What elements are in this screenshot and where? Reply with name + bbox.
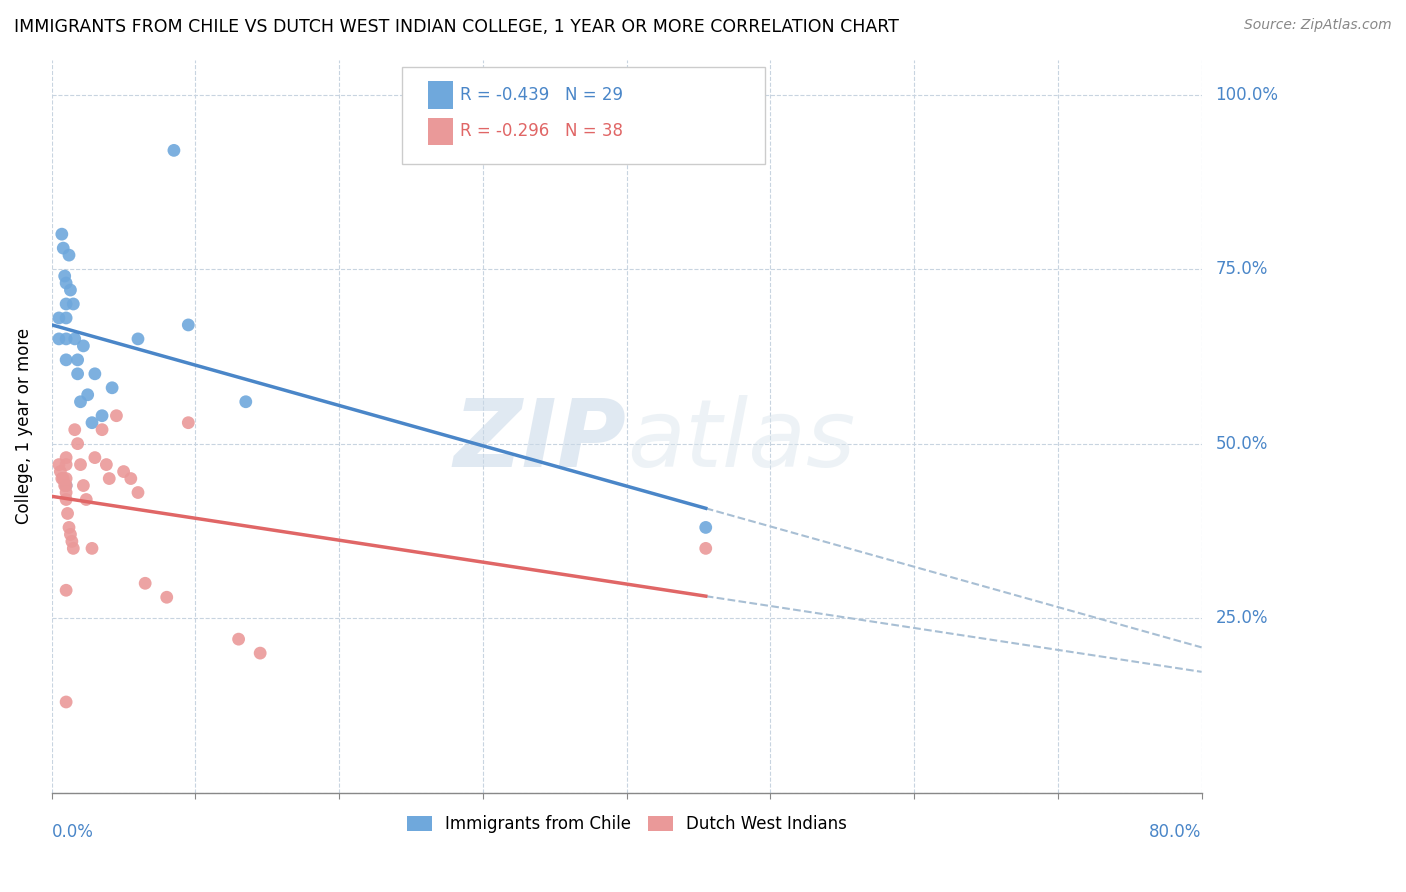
FancyBboxPatch shape: [427, 81, 453, 109]
Point: [120, 471, 142, 485]
Point: [69, 394, 91, 409]
Point: [55, 478, 77, 492]
Text: ZIP: ZIP: [454, 395, 627, 487]
Point: [48, 332, 70, 346]
Point: [55, 332, 77, 346]
Point: [55, 478, 77, 492]
FancyBboxPatch shape: [427, 118, 453, 145]
FancyBboxPatch shape: [402, 67, 765, 164]
Point: [62, 297, 84, 311]
Point: [55, 297, 77, 311]
Text: 0.0%: 0.0%: [52, 823, 94, 841]
Text: 50.0%: 50.0%: [1216, 434, 1268, 452]
Point: [53, 478, 76, 492]
Point: [80, 416, 103, 430]
Point: [55, 695, 77, 709]
Point: [55, 485, 77, 500]
Point: [53, 268, 76, 283]
Point: [49, 465, 72, 479]
Point: [59, 527, 82, 541]
Point: [69, 458, 91, 472]
Text: 100.0%: 100.0%: [1216, 86, 1278, 103]
Point: [48, 458, 70, 472]
Point: [66, 352, 89, 367]
Point: [76, 388, 98, 402]
Point: [127, 332, 149, 346]
Point: [72, 478, 94, 492]
Point: [62, 541, 84, 556]
Point: [48, 310, 70, 325]
Point: [55, 450, 77, 465]
Point: [58, 248, 80, 262]
Point: [235, 394, 257, 409]
Point: [63, 332, 86, 346]
Legend: Immigrants from Chile, Dutch West Indians: Immigrants from Chile, Dutch West Indian…: [399, 808, 853, 839]
Point: [80, 541, 103, 556]
Point: [72, 339, 94, 353]
Point: [105, 409, 128, 423]
Text: 75.0%: 75.0%: [1216, 260, 1268, 278]
Text: 80.0%: 80.0%: [1149, 823, 1202, 841]
Point: [75, 492, 97, 507]
Point: [55, 352, 77, 367]
Point: [83, 367, 105, 381]
Text: Source: ZipAtlas.com: Source: ZipAtlas.com: [1244, 18, 1392, 32]
Point: [55, 471, 77, 485]
Point: [52, 241, 75, 255]
Text: IMMIGRANTS FROM CHILE VS DUTCH WEST INDIAN COLLEGE, 1 YEAR OR MORE CORRELATION C: IMMIGRANTS FROM CHILE VS DUTCH WEST INDI…: [14, 18, 898, 36]
Point: [156, 591, 179, 605]
Text: atlas: atlas: [627, 395, 855, 486]
Point: [249, 646, 271, 660]
Point: [228, 632, 250, 647]
Point: [695, 520, 717, 534]
Point: [127, 485, 149, 500]
Point: [55, 458, 77, 472]
Point: [91, 409, 114, 423]
Point: [91, 423, 114, 437]
Y-axis label: College, 1 year or more: College, 1 year or more: [15, 328, 32, 524]
Text: R = -0.439   N = 29: R = -0.439 N = 29: [460, 86, 623, 103]
Point: [55, 583, 77, 598]
Point: [60, 534, 83, 549]
Point: [163, 144, 186, 158]
Point: [51, 227, 73, 242]
Point: [66, 436, 89, 450]
Point: [101, 381, 124, 395]
Point: [63, 423, 86, 437]
Point: [56, 507, 79, 521]
Point: [52, 471, 75, 485]
Point: [96, 458, 118, 472]
Point: [58, 520, 80, 534]
Point: [83, 450, 105, 465]
Point: [66, 367, 89, 381]
Point: [55, 310, 77, 325]
Point: [177, 416, 200, 430]
Point: [98, 471, 121, 485]
Text: 25.0%: 25.0%: [1216, 609, 1268, 627]
Point: [134, 576, 156, 591]
Point: [695, 541, 717, 556]
Point: [55, 492, 77, 507]
Point: [112, 465, 135, 479]
Point: [55, 276, 77, 290]
Point: [59, 283, 82, 297]
Point: [177, 318, 200, 332]
Point: [51, 471, 73, 485]
Text: R = -0.296   N = 38: R = -0.296 N = 38: [460, 122, 623, 140]
